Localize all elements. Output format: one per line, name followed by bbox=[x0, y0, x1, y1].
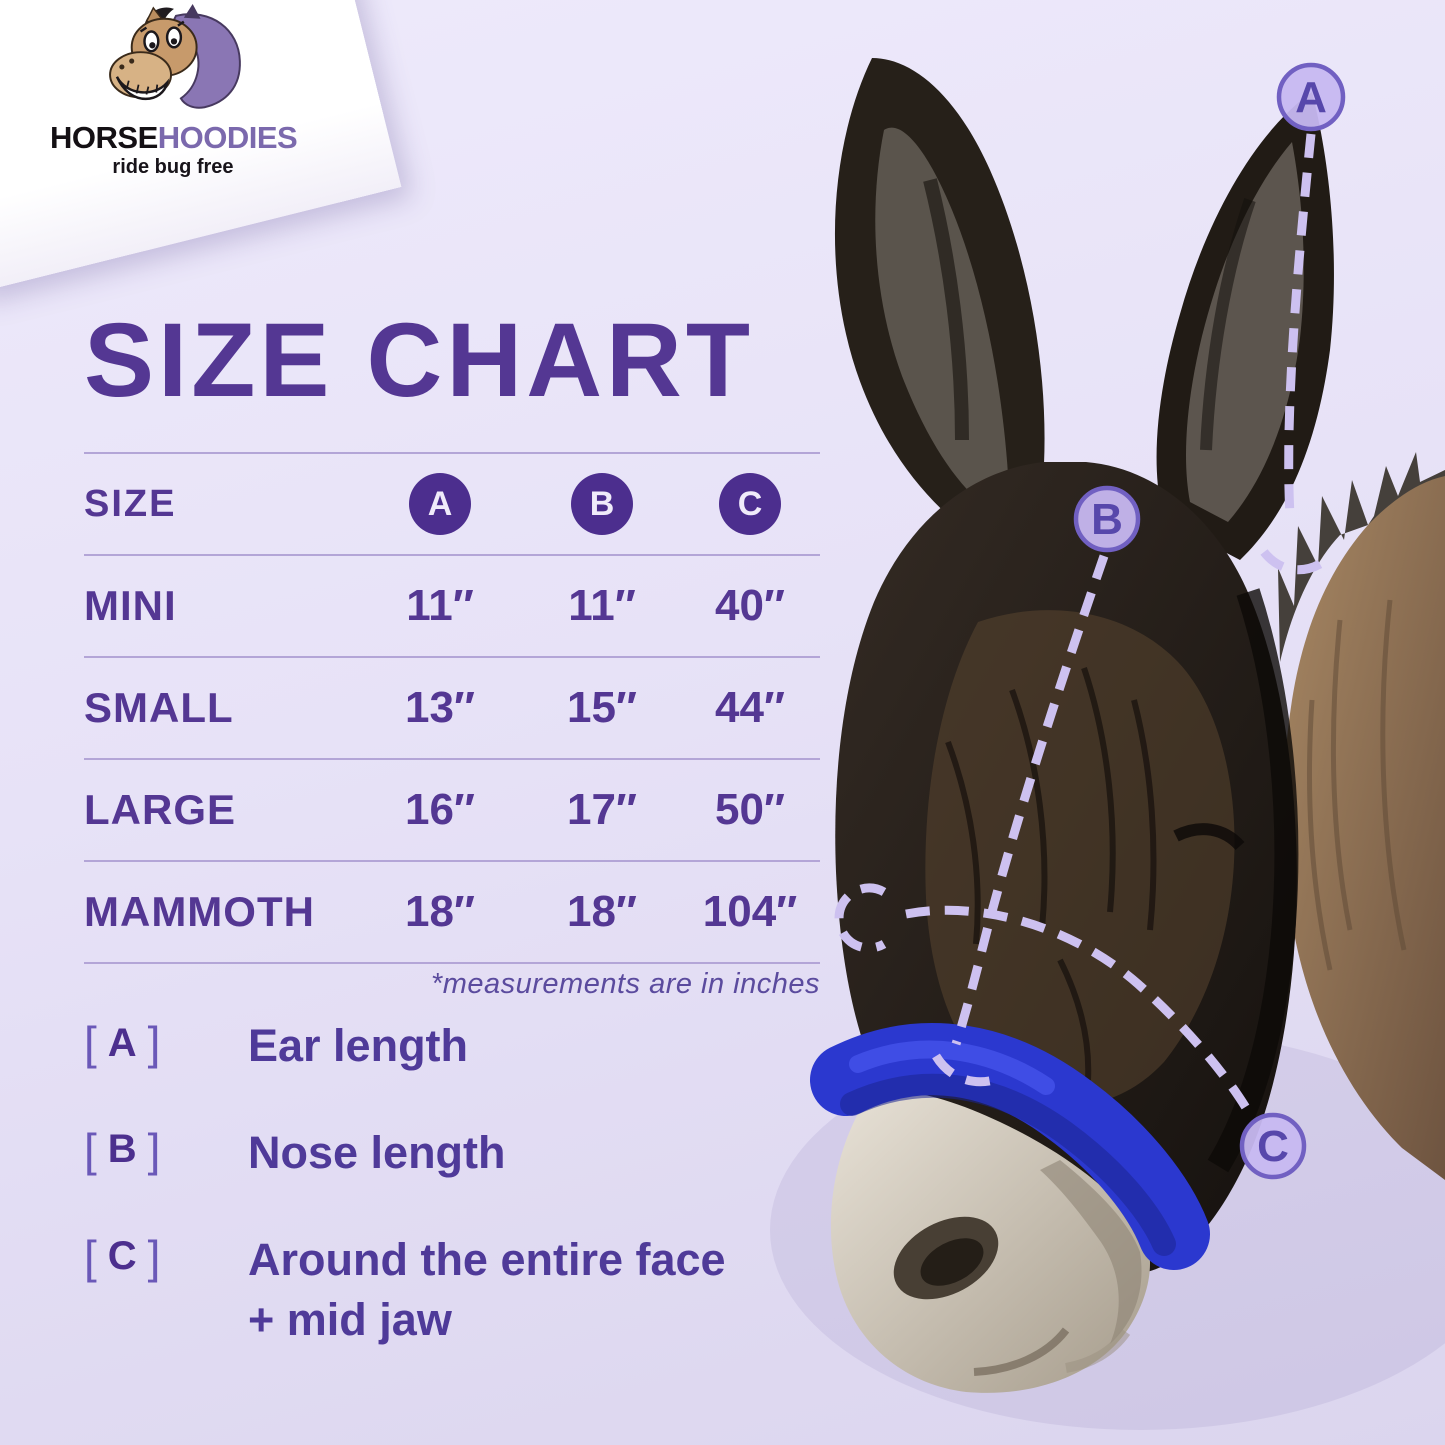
value-a: 13″ bbox=[404, 683, 476, 732]
marker-c: C bbox=[1239, 1112, 1307, 1180]
table-row: LARGE 16″ 17″ 50″ bbox=[84, 758, 820, 860]
fly-mask-blue-trim bbox=[810, 1023, 1210, 1270]
legend-key-a: [A] bbox=[84, 1016, 192, 1070]
legend-item-c: [C] Around the entire face + mid jaw bbox=[84, 1230, 726, 1352]
value-b: 15″ bbox=[566, 683, 638, 732]
legend-item-a: [A] Ear length bbox=[84, 1016, 726, 1077]
legend-label: Around the entire face + mid jaw bbox=[248, 1233, 726, 1346]
size-name: SMALL bbox=[84, 684, 234, 731]
marker-a: A bbox=[1276, 62, 1346, 132]
bracket-close: ] bbox=[147, 1017, 161, 1069]
bracket-open: [ bbox=[84, 1017, 97, 1069]
brand-logo: HORSEHOODIES ride bug free bbox=[50, 4, 298, 179]
donkey-left-ear bbox=[834, 58, 1045, 536]
legend-letter: C bbox=[107, 1234, 137, 1278]
value-c: 104″ bbox=[702, 887, 798, 936]
value-a: 11″ bbox=[406, 581, 474, 630]
size-name: MAMMOTH bbox=[84, 888, 315, 935]
legend-item-b: [B] Nose length bbox=[84, 1123, 726, 1184]
svg-text:C: C bbox=[1257, 1122, 1289, 1171]
value-b: 11″ bbox=[568, 581, 636, 630]
measurements-note: *measurements are in inches bbox=[430, 968, 820, 1000]
svg-text:A: A bbox=[1295, 73, 1327, 122]
value-c: 40″ bbox=[714, 581, 786, 630]
table-header-row: SIZE A B C bbox=[84, 452, 820, 554]
table-row: MINI 11″ 11″ 40″ bbox=[84, 554, 820, 656]
size-chart-table: SIZE A B C MINI 11″ 11″ 40″ SMALL 13″ 15… bbox=[84, 452, 820, 964]
measurement-legend: [A] Ear length [B] Nose length [C] Aroun… bbox=[84, 1016, 726, 1397]
donkey-right-ear bbox=[1156, 92, 1334, 560]
value-b: 18″ bbox=[566, 887, 638, 936]
value-c: 44″ bbox=[714, 683, 786, 732]
donkey-muzzle bbox=[830, 1090, 1150, 1393]
value-a: 18″ bbox=[404, 887, 476, 936]
legend-label: Nose length bbox=[248, 1126, 506, 1178]
column-header-c-badge: C bbox=[719, 473, 781, 535]
value-b: 17″ bbox=[566, 785, 638, 834]
value-c: 50″ bbox=[714, 785, 786, 834]
brand-name: HORSEHOODIES bbox=[50, 120, 298, 155]
value-a: 16″ bbox=[404, 785, 476, 834]
measurement-line-a bbox=[1260, 133, 1323, 575]
brand-tagline: ride bug free bbox=[112, 156, 234, 178]
bracket-close: ] bbox=[147, 1123, 161, 1176]
horse-mascot-icon bbox=[109, 4, 241, 109]
legend-letter: A bbox=[107, 1020, 137, 1065]
donkey-neck bbox=[1278, 452, 1445, 1180]
legend-key-b: [B] bbox=[84, 1123, 192, 1177]
page-title: SIZE CHART bbox=[84, 302, 754, 419]
column-header-size: SIZE bbox=[84, 482, 177, 525]
table-row: SMALL 13″ 15″ 44″ bbox=[84, 656, 820, 758]
legend-label: Ear length bbox=[248, 1020, 469, 1071]
column-header-b-badge: B bbox=[571, 473, 633, 535]
size-name: MINI bbox=[84, 582, 177, 629]
brand-name-horse: HORSE bbox=[50, 120, 158, 155]
bracket-close: ] bbox=[147, 1230, 161, 1283]
legend-key-c: [C] bbox=[84, 1230, 192, 1284]
bracket-open: [ bbox=[84, 1123, 97, 1176]
marker-b: B bbox=[1073, 485, 1141, 553]
bracket-open: [ bbox=[84, 1230, 97, 1283]
brand-name-hoodies: HOODIES bbox=[157, 120, 298, 155]
table-row: MAMMOTH 18″ 18″ 104″ bbox=[84, 860, 820, 962]
measurement-line-c bbox=[834, 883, 1256, 1121]
legend-letter: B bbox=[107, 1127, 137, 1172]
size-name: LARGE bbox=[84, 786, 236, 833]
svg-text:B: B bbox=[1091, 495, 1123, 544]
column-header-a-badge: A bbox=[409, 473, 471, 535]
measurement-line-b bbox=[932, 554, 1109, 1087]
